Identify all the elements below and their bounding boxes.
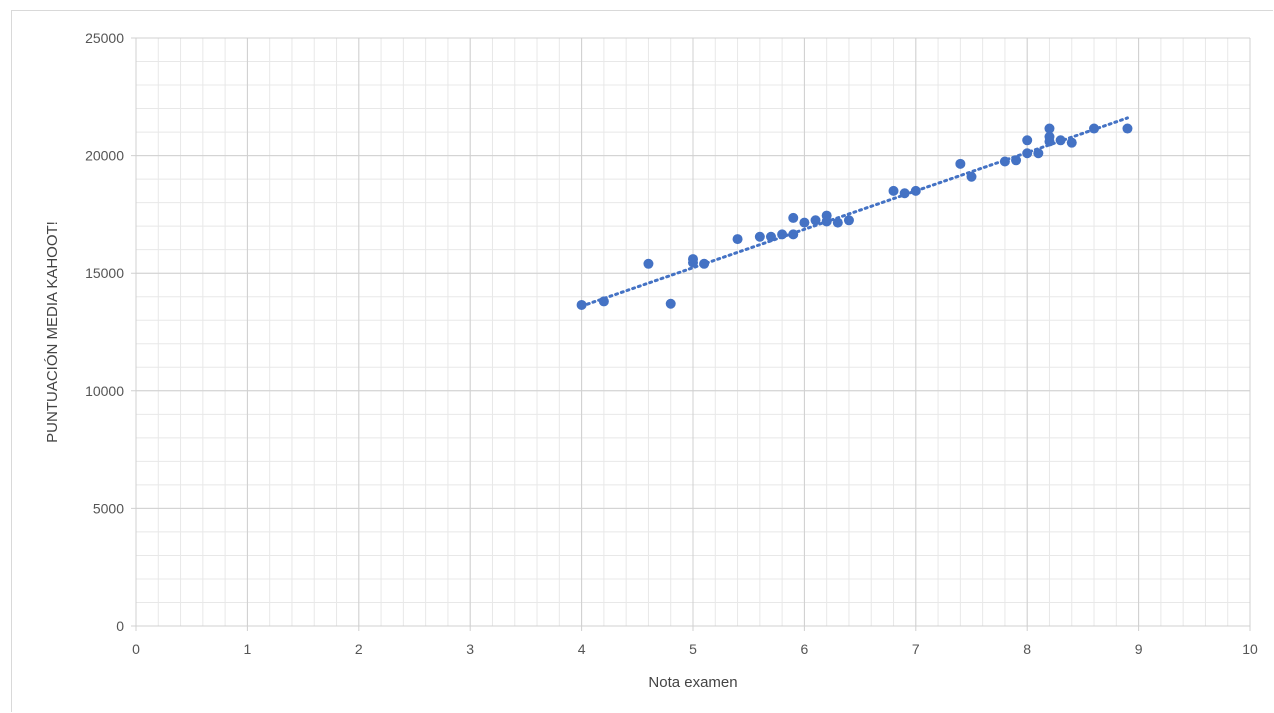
data-point	[799, 217, 810, 228]
data-point	[999, 156, 1010, 167]
data-point	[955, 158, 966, 169]
data-point	[832, 217, 843, 228]
x-tick-label: 5	[689, 641, 697, 657]
data-point	[788, 229, 799, 240]
x-axis-title: Nota examen	[648, 674, 737, 691]
x-tick-label: 8	[1023, 641, 1031, 657]
scatter-chart: 0 5000 10000 15000 20000 25000 0 1 2 3 4 5 6 7 8 9 10 N…	[44, 30, 1258, 691]
data-point	[1022, 135, 1033, 146]
y-tick-label: 15000	[85, 265, 124, 281]
data-point	[1011, 155, 1022, 166]
x-tick-label: 9	[1135, 641, 1143, 657]
data-point	[821, 210, 832, 221]
y-tick-label: 25000	[85, 30, 124, 46]
x-tick-label: 7	[912, 641, 920, 657]
y-tick-label: 10000	[85, 383, 124, 399]
x-tick-label: 0	[132, 641, 140, 657]
y-tick-label: 5000	[93, 500, 124, 516]
trendline-group	[580, 116, 1129, 308]
data-point	[765, 231, 776, 242]
x-axis-tick-labels: 0 1 2 3 4 5 6 7 8 9 10	[132, 641, 1258, 657]
data-point	[1122, 123, 1133, 134]
data-point	[777, 229, 788, 240]
x-tick-label: 2	[355, 641, 363, 657]
data-point	[966, 171, 977, 182]
y-axis-tick-labels: 0 5000 10000 15000 20000 25000	[85, 30, 124, 634]
data-point	[598, 296, 609, 307]
y-axis-title: PUNTUACIÓN MEDIA KAHOOT!	[44, 221, 61, 443]
data-point	[754, 231, 765, 242]
data-point	[643, 258, 654, 269]
chart-frame: 0 5000 10000 15000 20000 25000 0 1 2 3 4 5 6 7 8 9 10 N…	[11, 10, 1273, 712]
data-point	[1022, 148, 1033, 159]
y-tick-label: 20000	[85, 148, 124, 164]
x-tick-label: 10	[1242, 641, 1258, 657]
data-point	[910, 185, 921, 196]
x-tick-label: 3	[466, 641, 474, 657]
data-point	[665, 298, 676, 309]
data-points	[576, 123, 1133, 310]
data-point	[1044, 131, 1055, 142]
y-tick-label: 0	[116, 618, 124, 634]
x-tick-label: 1	[244, 641, 252, 657]
data-point	[810, 215, 821, 226]
trendline	[580, 116, 1129, 308]
data-point	[688, 257, 698, 268]
data-point	[843, 215, 854, 226]
data-point	[699, 258, 710, 269]
data-point	[1089, 123, 1100, 134]
data-point	[788, 212, 799, 223]
data-point	[1033, 148, 1044, 159]
data-point	[576, 299, 587, 310]
data-point	[888, 185, 899, 196]
data-point	[732, 234, 743, 245]
data-point	[1055, 135, 1066, 146]
x-tick-label: 4	[578, 641, 586, 657]
x-tick-label: 6	[801, 641, 809, 657]
data-point	[1066, 137, 1077, 148]
major-gridlines	[131, 37, 1251, 631]
data-point	[1044, 123, 1055, 134]
data-point	[899, 188, 910, 199]
